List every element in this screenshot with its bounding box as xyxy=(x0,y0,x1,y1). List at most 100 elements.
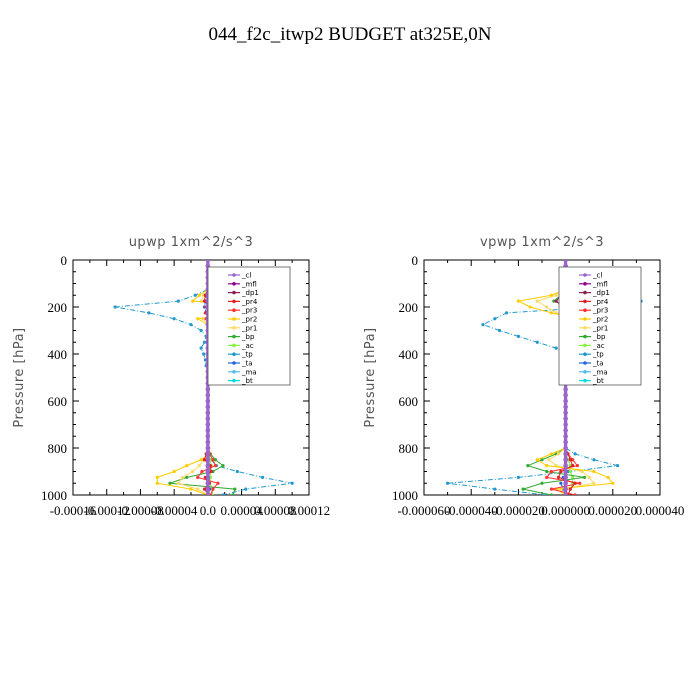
x-tick-label: 0.00004 xyxy=(220,503,263,518)
x-tick-label: -0.00012 xyxy=(83,503,130,518)
legend-marker-dp1 xyxy=(232,290,236,295)
data-point-bp xyxy=(582,475,587,479)
data-point-pr1 xyxy=(580,469,584,474)
legend-marker-ac xyxy=(583,343,587,348)
legend-label: _cl xyxy=(241,272,251,280)
data-point-pr1 xyxy=(176,481,180,485)
legend-label: _pr2 xyxy=(241,316,257,324)
legend-label: _ma xyxy=(241,368,257,376)
data-point-bp xyxy=(540,458,544,462)
data-point-cl xyxy=(205,463,211,468)
data-point-cl xyxy=(205,439,211,445)
data-point-pr2 xyxy=(611,481,615,485)
legend-label: _pr1 xyxy=(241,324,257,332)
data-point-pr2 xyxy=(592,469,596,474)
data-point-tp xyxy=(113,305,117,309)
legend-label: _pr3 xyxy=(241,307,257,315)
data-point-cl xyxy=(205,428,211,433)
data-point-pr2 xyxy=(155,475,159,479)
data-point-cl xyxy=(563,463,568,468)
data-point-bp xyxy=(521,487,525,491)
y-axis-label: Pressure [hPa] xyxy=(363,327,378,427)
data-point-pr1 xyxy=(535,299,539,303)
data-point-bp xyxy=(233,487,237,491)
data-point-pr1 xyxy=(180,475,185,479)
data-point-pr1 xyxy=(556,452,561,456)
data-point-tp xyxy=(516,475,521,479)
x-tick-label: -0.000040 xyxy=(445,503,498,518)
data-point-cl xyxy=(205,451,211,457)
x-tick-label: -0.00004 xyxy=(151,503,198,518)
data-point-bp xyxy=(549,493,554,495)
data-point-cl xyxy=(563,469,568,474)
legend-marker-ma xyxy=(583,370,587,374)
data-point-cl xyxy=(205,486,211,492)
data-point-pr1 xyxy=(545,305,549,309)
data-point-cl xyxy=(563,410,568,415)
data-point-cl xyxy=(205,469,211,474)
data-point-tp xyxy=(202,352,206,356)
data-point-tp xyxy=(481,323,485,327)
data-point-tp xyxy=(235,469,239,474)
data-point-pr3 xyxy=(571,458,575,462)
legend-marker-cl xyxy=(583,273,587,277)
data-point-tp xyxy=(189,323,193,327)
data-point-cl xyxy=(205,422,211,427)
data-point-dp1 xyxy=(554,299,558,303)
data-point-cl xyxy=(205,492,211,495)
data-point-tp xyxy=(554,346,558,350)
data-point-pr2 xyxy=(549,293,554,297)
data-point-pr2 xyxy=(189,487,193,491)
legend-label: _dp1 xyxy=(241,289,259,297)
panel-title: vpwp 1xm^2/s^3 xyxy=(480,235,604,250)
data-point-pr3 xyxy=(549,469,554,474)
data-point-pr2 xyxy=(549,311,554,315)
data-point-pr3 xyxy=(216,481,220,485)
x-tick-label: 0.00008 xyxy=(254,503,296,518)
data-point-cl xyxy=(563,398,568,404)
data-point-pr3 xyxy=(200,469,204,474)
data-point-tp xyxy=(147,311,151,315)
legend-marker-pr2 xyxy=(583,317,587,321)
data-point-cl xyxy=(205,481,211,486)
y-tick-label: 200 xyxy=(399,300,419,315)
data-point-cl xyxy=(205,398,211,404)
data-point-pr2 xyxy=(528,305,532,309)
x-tick-label: -0.000020 xyxy=(492,503,545,518)
data-point-cl xyxy=(205,387,211,392)
data-point-tp xyxy=(592,458,596,462)
data-point-bp xyxy=(526,464,530,468)
data-point-pr3 xyxy=(196,475,200,479)
data-point-pr4 xyxy=(202,299,207,303)
data-point-bp xyxy=(231,493,235,495)
data-point-cl xyxy=(563,451,568,457)
data-point-cl xyxy=(563,457,568,462)
data-point-pr4 xyxy=(202,458,207,462)
legend-label: _cl xyxy=(592,272,602,280)
y-tick-label: 800 xyxy=(48,441,68,456)
data-point-pr3 xyxy=(211,458,215,462)
data-point-cl xyxy=(563,492,568,495)
legend-marker-bt xyxy=(583,378,587,383)
y-tick-label: 0 xyxy=(61,253,68,268)
data-point-pr2 xyxy=(172,469,176,474)
legend-marker-tp xyxy=(583,352,587,357)
data-point-cl xyxy=(205,445,211,451)
panel-upwp: upwp 1xm^2/s^3 Pressure [hPa] 0 200 400 600 80… xyxy=(12,235,330,518)
y-tick-label: 400 xyxy=(48,347,68,362)
legend-label: _pr4 xyxy=(592,298,609,306)
data-point-tp xyxy=(176,299,180,303)
x-tick-label: -0.00008 xyxy=(117,503,164,518)
panel-vpwp: vpwp 1xm^2/s^3 Pressure [hPa] 0 200 400 600 80… xyxy=(363,235,684,518)
data-point-tp xyxy=(516,334,521,338)
data-point-cl xyxy=(563,260,568,263)
data-point-pr4 xyxy=(571,464,575,468)
x-tick-label: 0.000040 xyxy=(636,503,685,518)
legend-marker-dp1 xyxy=(583,290,587,295)
data-point-bp xyxy=(213,458,218,462)
legend-label: _bt xyxy=(241,377,253,385)
data-point-tp xyxy=(493,487,497,491)
data-point-pr2 xyxy=(199,458,203,462)
data-point-pr1 xyxy=(196,487,200,491)
